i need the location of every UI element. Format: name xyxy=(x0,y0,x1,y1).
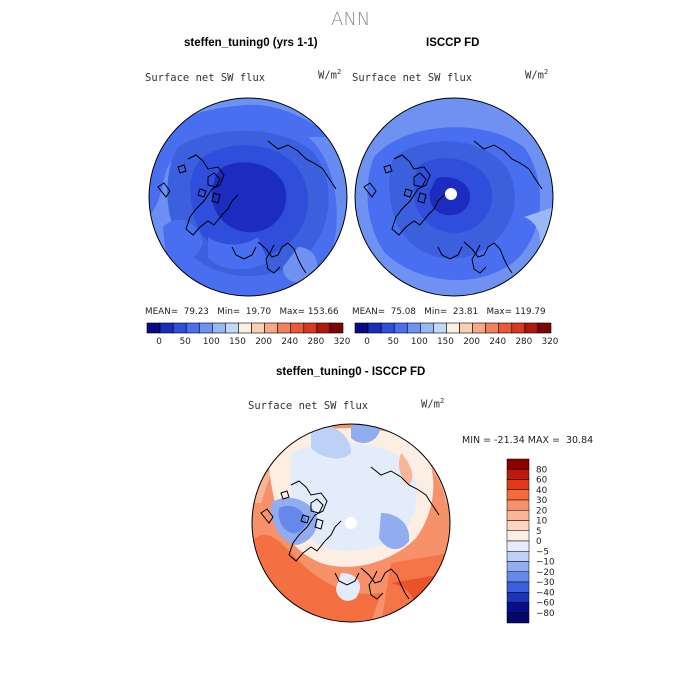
diff-colorbar-tick-label: −40 xyxy=(536,588,555,598)
panel-1-colorbar-tick-label: 320 xyxy=(334,337,351,347)
panel-1-colorbar-swatch xyxy=(329,322,344,334)
panel-2-colorbar-swatch xyxy=(472,322,486,334)
panel-1-stats: MEAN= 79.23 Min= 19.70 Max= 153.66 xyxy=(145,307,339,317)
diff-colorbar-swatch xyxy=(506,520,530,531)
diff-colorbar-swatch xyxy=(506,602,530,613)
panel-2-colorbar-tick-label: 0 xyxy=(364,337,370,347)
diff-colorbar-tick-label: 30 xyxy=(536,496,548,506)
panel-2-colorbar-tick-label: 50 xyxy=(388,337,400,347)
panel-1-colorbar: 0 50 100 150 200 240 280 320 xyxy=(146,322,351,347)
panel-1-colorbar-tick-label: 150 xyxy=(229,337,246,347)
panel-2-colorbar-tick-label: 100 xyxy=(411,337,428,347)
panel-1-colorbar-swatch xyxy=(316,322,331,334)
panel-1-colorbar-swatch xyxy=(277,322,292,334)
panel-1-variable-label: Surface net SW flux xyxy=(145,72,266,84)
panel-1-map xyxy=(148,97,348,297)
panel-1-colorbar-swatch xyxy=(264,322,278,334)
panel-2-colorbar-tick-label: 240 xyxy=(489,337,506,347)
panel-1-colorbar-swatch xyxy=(225,322,239,334)
diff-colorbar-tick-label: −10 xyxy=(536,558,555,568)
panel-2-colorbar-swatch xyxy=(511,322,526,334)
diff-colorbar-swatch xyxy=(506,612,530,624)
panel-2-colorbar-swatch xyxy=(485,322,500,334)
diff-colorbar-tick-label: 5 xyxy=(536,527,542,537)
panel-2-colorbar-swatch xyxy=(433,322,447,334)
panel-2-colorbar-swatch xyxy=(406,322,421,334)
panel-2-colorbar-swatch xyxy=(459,322,473,334)
panel-1-colorbar-tick-label: 280 xyxy=(307,337,324,347)
diff-colorbar-tick-label: 10 xyxy=(536,517,548,527)
panel-1-colorbar-swatch xyxy=(185,322,200,334)
diff-stats: MIN = -21.34 MAX = 30.84 xyxy=(462,435,594,446)
panel-2-map xyxy=(354,97,554,297)
diff-colorbar-swatch xyxy=(506,592,530,603)
panel-1-colorbar-swatch xyxy=(146,322,161,334)
panel-2-variable-label: Surface net SW flux xyxy=(352,72,473,84)
panel-2-colorbar-swatch xyxy=(537,322,552,334)
diff-colorbar-swatch xyxy=(506,571,530,583)
panel-1-colorbar-swatch xyxy=(212,322,226,334)
panel-1-colorbar-swatch xyxy=(172,322,187,334)
diff-colorbar-swatch xyxy=(506,469,530,480)
panel-2-colorbar-swatch xyxy=(380,322,395,334)
diff-units-label: W/m2 xyxy=(421,397,445,411)
panel-2-colorbar-swatch xyxy=(420,322,434,334)
diff-colorbar-swatch xyxy=(506,479,530,490)
panel-1-colorbar-swatch xyxy=(238,322,252,334)
diff-colorbar-swatch xyxy=(506,581,530,593)
diff-colorbar-tick-label: −5 xyxy=(536,547,549,557)
panel-2-colorbar-swatch xyxy=(524,322,539,334)
diff-colorbar-tick-label: −80 xyxy=(536,609,555,619)
diff-colorbar-tick-label: 60 xyxy=(536,476,548,486)
diff-colorbar-swatch xyxy=(506,489,530,501)
panel-2-colorbar-swatch xyxy=(354,322,369,334)
panel-2-title: ISCCP FD xyxy=(426,37,480,49)
panel-1-colorbar-tick-label: 0 xyxy=(156,337,162,347)
diff-colorbar-tick-label: 80 xyxy=(536,465,548,475)
panel-2-colorbar-tick-label: 200 xyxy=(463,337,480,347)
diff-colorbar-swatch xyxy=(506,510,530,521)
diff-variable-label: Surface net SW flux xyxy=(248,400,369,412)
panel-2-colorbar-tick-label: 320 xyxy=(542,337,559,347)
panel-1-title: steffen_tuning0 (yrs 1-1) xyxy=(184,37,318,49)
panel-1-colorbar-swatch xyxy=(290,322,305,334)
diff-colorbar-tick-label: −20 xyxy=(536,568,555,578)
diff-colorbar-swatch xyxy=(506,530,530,542)
diff-colorbar-swatch xyxy=(506,458,530,470)
season-title: ANN xyxy=(331,9,371,30)
panel-1-units-label: W/m2 xyxy=(318,68,342,82)
panel-1-colorbar-swatch xyxy=(198,322,213,334)
panel-1-colorbar-tick-label: 50 xyxy=(180,337,192,347)
diff-colorbar-tick-label: 20 xyxy=(536,506,548,516)
panel-1-colorbar-swatch xyxy=(303,322,318,334)
diff-colorbar-swatch xyxy=(506,561,530,572)
diff-colorbar-swatch xyxy=(506,540,530,552)
panel-1-colorbar-swatch xyxy=(251,322,265,334)
diff-colorbar-tick-label: 0 xyxy=(536,537,542,547)
panel-2-colorbar-swatch xyxy=(498,322,513,334)
diff-panel-title: steffen_tuning0 - ISCCP FD xyxy=(276,366,426,378)
panel-2-colorbar-swatch xyxy=(446,322,460,334)
diff-map xyxy=(251,423,451,623)
diff-colorbar-tick-label: −60 xyxy=(536,599,555,609)
panel-2-colorbar: 0 50 100 150 200 240 280 320 xyxy=(354,322,559,347)
panel-1-colorbar-tick-label: 240 xyxy=(281,337,298,347)
diff-colorbar-tick-label: −30 xyxy=(536,578,555,588)
panel-1-colorbar-swatch xyxy=(159,322,174,334)
panel-2-colorbar-swatch xyxy=(367,322,382,334)
diff-colorbar-swatch xyxy=(506,499,530,511)
diff-colorbar-swatch xyxy=(506,551,530,562)
panel-2-colorbar-swatch xyxy=(393,322,408,334)
panel-1-colorbar-tick-label: 200 xyxy=(255,337,272,347)
panel-2-colorbar-tick-label: 280 xyxy=(515,337,532,347)
panel-2-stats: MEAN= 75.08 Min= 23.81 Max= 119.79 xyxy=(352,307,546,317)
diff-colorbar-tick-label: 40 xyxy=(536,486,548,496)
panel-1-colorbar-tick-label: 100 xyxy=(203,337,220,347)
panel-2-units-label: W/m2 xyxy=(525,68,549,82)
panel-2-colorbar-tick-label: 150 xyxy=(437,337,454,347)
